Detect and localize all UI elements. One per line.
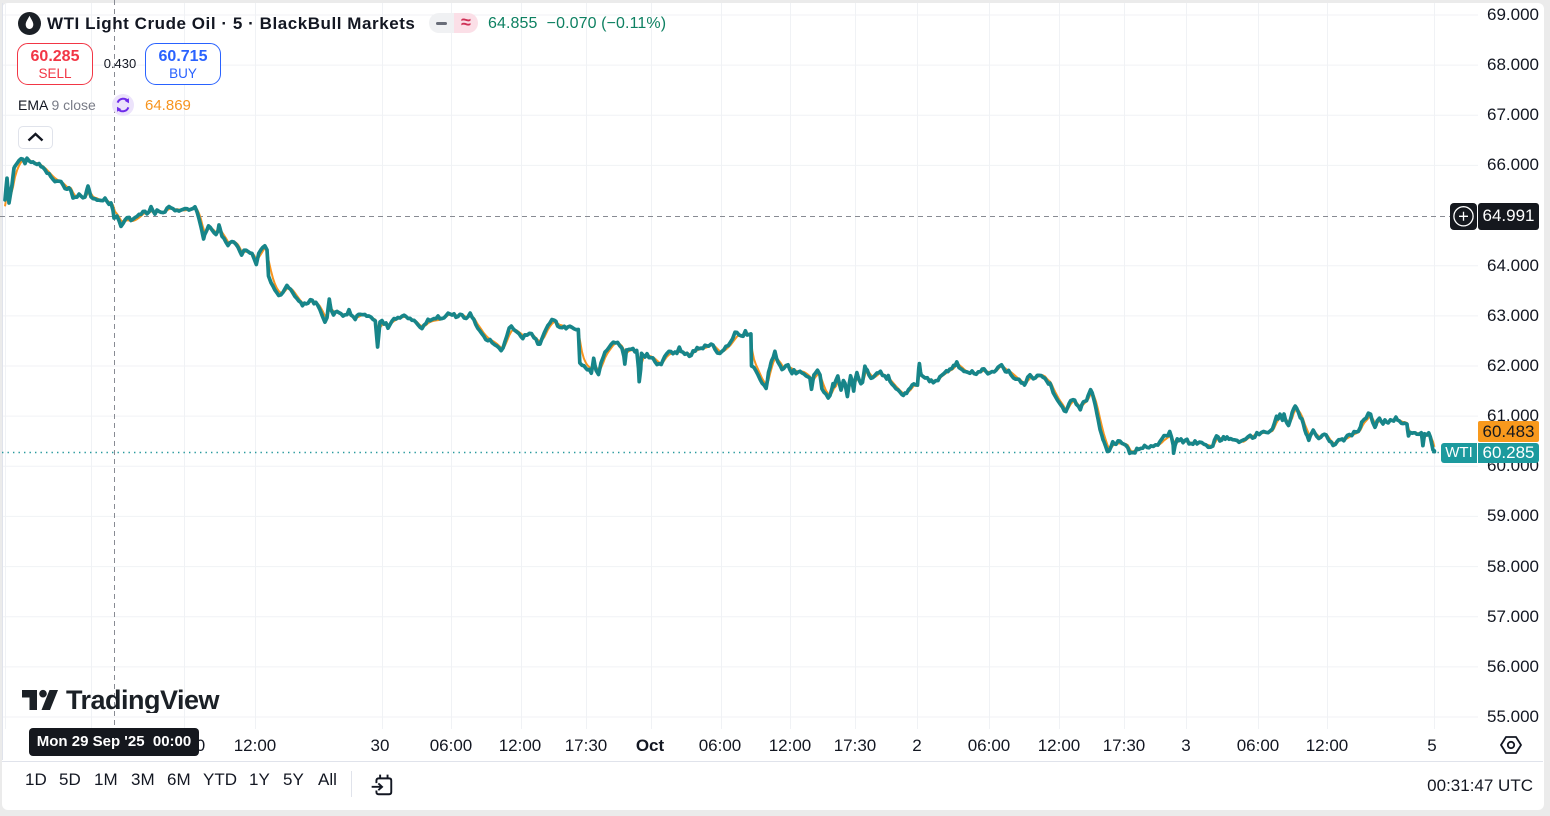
svg-text:TradingView: TradingView xyxy=(66,688,221,713)
